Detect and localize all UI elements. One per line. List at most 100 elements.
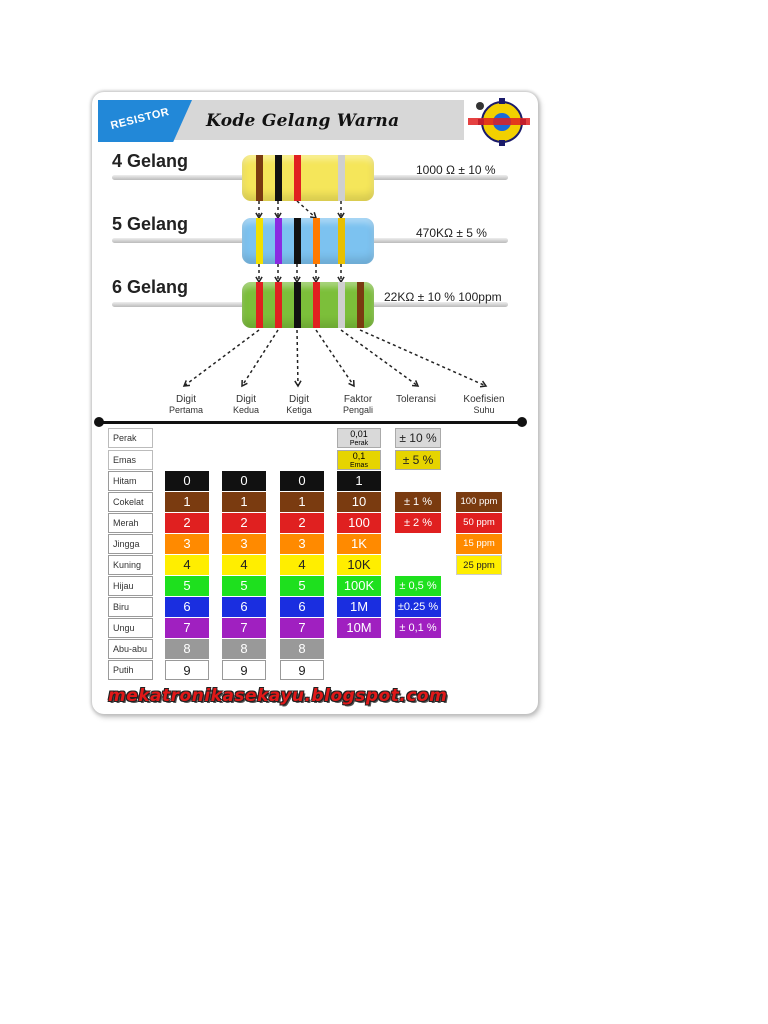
- resistor-2-band-1: [256, 218, 263, 264]
- digit-2-cell: 6: [222, 597, 266, 617]
- band-caption-line1: Toleransi: [395, 394, 437, 405]
- resistor-1-band-2: [275, 155, 282, 201]
- tolerance-cell: ± 0,1 %: [395, 618, 441, 638]
- special-row-name: Perak: [108, 428, 153, 448]
- digit-2-cell: 4: [222, 555, 266, 575]
- resistor-1-band-1: [256, 155, 263, 201]
- gear-logo-icon: [468, 98, 530, 146]
- resistor-tag: RESISTOR: [98, 100, 192, 142]
- band-caption-3: Digit Ketiga: [267, 394, 331, 416]
- band-caption-line1: Koefisien: [463, 394, 505, 405]
- band-caption-line1: Digit: [175, 394, 196, 405]
- digit-1-cell: 9: [165, 660, 209, 680]
- multiplier-cell: 1K: [337, 534, 381, 554]
- multiplier-cell: 10: [337, 492, 381, 512]
- digit-1-cell: 4: [165, 555, 209, 575]
- resistor-body-3: [242, 282, 374, 328]
- multiplier-cell: 10M: [337, 618, 381, 638]
- resistor-body-1: [242, 155, 374, 201]
- tolerance-cell: ± 2 %: [395, 513, 441, 533]
- color-row-name: Abu-abu: [108, 639, 153, 659]
- digit-1-cell: 8: [165, 639, 209, 659]
- digit-3-cell: 8: [280, 639, 324, 659]
- color-row-name: Hitam: [108, 471, 153, 491]
- color-row-name: Kuning: [108, 555, 153, 575]
- special-multiplier-sub: Perak: [349, 440, 369, 447]
- resistor-tag-label: RESISTOR: [109, 105, 171, 133]
- multiplier-cell: 1: [337, 471, 381, 491]
- special-multiplier-sub: Emas: [350, 462, 368, 469]
- special-tolerance: ± 10 %: [395, 428, 441, 448]
- digit-1-cell: 7: [165, 618, 209, 638]
- digit-2-cell: 8: [222, 639, 266, 659]
- special-multiplier-value: 0,01: [350, 429, 368, 439]
- special-row-name: Emas: [108, 450, 153, 470]
- tolerance-cell: ±0.25 %: [395, 597, 441, 617]
- resistor-label-2: 5 Gelang: [112, 214, 189, 234]
- multiplier-cell: 10K: [337, 555, 381, 575]
- digit-2-cell: 2: [222, 513, 266, 533]
- digit-1-cell: 6: [165, 597, 209, 617]
- tolerance-cell: ± 0,5 %: [395, 576, 441, 596]
- band-caption-line2: Suhu: [473, 405, 495, 415]
- band-caption-line2: Pertama: [168, 405, 203, 415]
- band-caption-line2: Ketiga: [286, 405, 312, 415]
- multiplier-cell: 100K: [337, 576, 381, 596]
- digit-2-cell: 5: [222, 576, 266, 596]
- resistor-label-3: 6 Gelang: [112, 277, 189, 297]
- band-caption-line1: Faktor: [343, 394, 373, 405]
- resistor-2-band-5: [338, 218, 345, 264]
- band-caption-2: Digit Kedua: [214, 394, 278, 416]
- color-row-name: Merah: [108, 513, 153, 533]
- resistor-1-band-4: [338, 155, 345, 201]
- resistor-3-band-3: [294, 282, 301, 328]
- ppm-cell: 50 ppm: [456, 513, 502, 533]
- special-multiplier: 0,01 Perak: [337, 428, 381, 448]
- digit-1-cell: 5: [165, 576, 209, 596]
- color-row-name: Biru: [108, 597, 153, 617]
- band-caption-line1: Digit: [235, 394, 256, 405]
- resistor-3-band-6: [357, 282, 364, 328]
- multiplier-cell: 100: [337, 513, 381, 533]
- digit-1-cell: 2: [165, 513, 209, 533]
- ppm-cell: 100 ppm: [456, 492, 502, 512]
- band-caption-1: Digit Pertama: [154, 394, 218, 416]
- color-row-name: Ungu: [108, 618, 153, 638]
- band-caption-line2: Pengali: [342, 405, 374, 415]
- band-caption-6: Koefisien Suhu: [452, 394, 516, 416]
- digit-3-cell: 4: [280, 555, 324, 575]
- digit-2-cell: 1: [222, 492, 266, 512]
- tolerance-cell: ± 1 %: [395, 492, 441, 512]
- band-caption-4: Faktor Pengali: [326, 394, 390, 416]
- resistor-value-1: 1000 Ω ± 10 %: [416, 163, 496, 177]
- digit-3-cell: 1: [280, 492, 324, 512]
- digit-2-cell: 3: [222, 534, 266, 554]
- special-multiplier-value: 0,1: [352, 451, 366, 461]
- resistor-3-band-5: [338, 282, 345, 328]
- resistor-1-band-3: [294, 155, 301, 201]
- color-row-name: Cokelat: [108, 492, 153, 512]
- digit-3-cell: 6: [280, 597, 324, 617]
- digit-3-cell: 9: [280, 660, 324, 680]
- digit-2-cell: 7: [222, 618, 266, 638]
- special-tolerance: ± 5 %: [395, 450, 441, 470]
- resistor-2-band-2: [275, 218, 282, 264]
- special-multiplier: 0,1 Emas: [337, 450, 381, 470]
- resistor-3-band-1: [256, 282, 263, 328]
- page-title: Kode Gelang Warna: [206, 111, 400, 131]
- color-row-name: Hijau: [108, 576, 153, 596]
- resistor-value-2: 470KΩ ± 5 %: [416, 226, 487, 240]
- ppm-cell: 15 ppm: [456, 534, 502, 554]
- resistor-3-band-2: [275, 282, 282, 328]
- resistor-label-1: 4 Gelang: [112, 151, 189, 171]
- digit-3-cell: 2: [280, 513, 324, 533]
- digit-2-cell: 0: [222, 471, 266, 491]
- color-row-name: Jingga: [108, 534, 153, 554]
- resistor-3-band-4: [313, 282, 320, 328]
- digit-3-cell: 7: [280, 618, 324, 638]
- footer-url: mekatronikasekayu.blogspot.com: [108, 686, 448, 706]
- divider-line: [98, 421, 522, 424]
- resistor-2-band-4: [313, 218, 320, 264]
- resistor-body-2: [242, 218, 374, 264]
- band-caption-5: Toleransi: [384, 394, 448, 405]
